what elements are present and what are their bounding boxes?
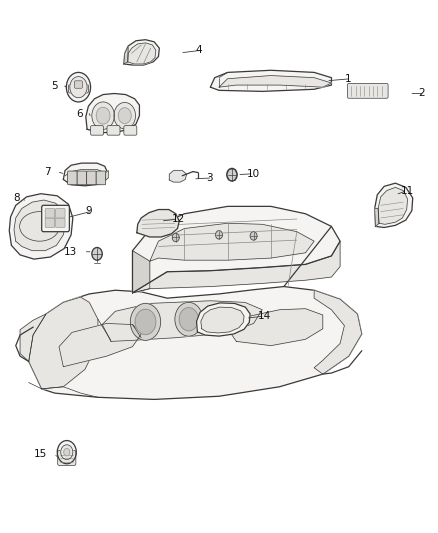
Text: 7: 7	[44, 166, 50, 176]
FancyBboxPatch shape	[68, 85, 88, 93]
Text: 3: 3	[206, 173, 213, 183]
Text: 2: 2	[418, 88, 424, 99]
Circle shape	[114, 102, 135, 129]
Circle shape	[64, 448, 70, 456]
Polygon shape	[228, 309, 323, 345]
FancyBboxPatch shape	[87, 171, 96, 185]
Polygon shape	[374, 208, 379, 227]
Polygon shape	[124, 39, 159, 65]
Polygon shape	[29, 297, 98, 389]
Circle shape	[92, 102, 114, 130]
Circle shape	[250, 232, 257, 240]
Text: 8: 8	[14, 193, 20, 203]
Polygon shape	[20, 314, 46, 361]
FancyBboxPatch shape	[45, 208, 55, 218]
Text: 5: 5	[52, 81, 58, 91]
Circle shape	[70, 77, 87, 98]
FancyBboxPatch shape	[77, 171, 87, 185]
FancyBboxPatch shape	[45, 218, 55, 228]
Circle shape	[175, 302, 202, 336]
Polygon shape	[64, 163, 107, 186]
Polygon shape	[133, 206, 340, 293]
Polygon shape	[197, 303, 250, 336]
FancyBboxPatch shape	[42, 205, 69, 232]
FancyBboxPatch shape	[124, 126, 137, 135]
Text: 6: 6	[76, 109, 83, 118]
Polygon shape	[169, 171, 187, 182]
Text: 10: 10	[247, 168, 260, 179]
Polygon shape	[102, 301, 262, 342]
Ellipse shape	[20, 212, 60, 241]
FancyBboxPatch shape	[107, 126, 120, 135]
Polygon shape	[150, 223, 314, 261]
Polygon shape	[137, 209, 179, 237]
FancyBboxPatch shape	[74, 81, 82, 88]
FancyBboxPatch shape	[58, 450, 76, 465]
FancyBboxPatch shape	[96, 171, 106, 185]
Circle shape	[57, 441, 76, 464]
Circle shape	[92, 247, 102, 260]
Polygon shape	[9, 193, 73, 259]
Polygon shape	[128, 43, 156, 64]
Circle shape	[172, 233, 179, 241]
Text: 1: 1	[344, 74, 351, 84]
Polygon shape	[124, 46, 128, 64]
Circle shape	[135, 309, 156, 335]
Polygon shape	[314, 290, 362, 374]
Text: 11: 11	[401, 185, 414, 196]
Text: 12: 12	[171, 214, 185, 224]
Circle shape	[61, 445, 73, 459]
Circle shape	[66, 72, 91, 102]
Circle shape	[118, 108, 131, 124]
Polygon shape	[29, 287, 362, 399]
Text: 14: 14	[258, 311, 271, 321]
FancyBboxPatch shape	[56, 218, 65, 228]
Text: 15: 15	[34, 449, 47, 459]
Polygon shape	[374, 183, 413, 228]
Polygon shape	[133, 241, 340, 293]
Polygon shape	[378, 188, 407, 224]
Polygon shape	[201, 307, 244, 333]
Polygon shape	[14, 200, 66, 251]
Polygon shape	[210, 70, 332, 91]
Circle shape	[179, 308, 198, 331]
FancyBboxPatch shape	[347, 84, 388, 98]
Circle shape	[96, 107, 110, 124]
Circle shape	[227, 168, 237, 181]
Text: 13: 13	[64, 247, 77, 257]
Text: 4: 4	[195, 45, 202, 55]
Polygon shape	[59, 324, 141, 367]
Polygon shape	[219, 76, 332, 87]
Circle shape	[131, 303, 161, 341]
Polygon shape	[106, 171, 108, 180]
FancyBboxPatch shape	[67, 171, 77, 185]
FancyBboxPatch shape	[91, 126, 103, 135]
Text: 9: 9	[86, 206, 92, 216]
Polygon shape	[133, 251, 150, 293]
Circle shape	[215, 231, 223, 239]
FancyBboxPatch shape	[56, 208, 65, 218]
Polygon shape	[86, 93, 139, 133]
